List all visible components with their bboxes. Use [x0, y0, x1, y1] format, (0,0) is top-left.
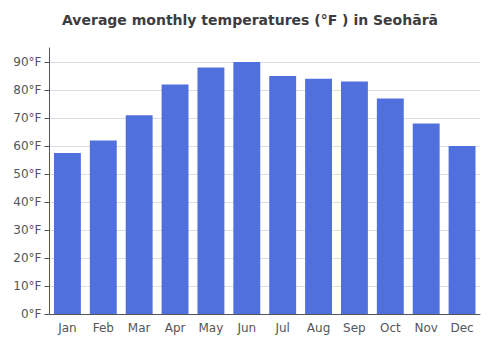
svg-text:Sep: Sep	[343, 321, 366, 335]
svg-text:Aug: Aug	[307, 321, 330, 335]
svg-text:Feb: Feb	[93, 321, 114, 335]
svg-text:May: May	[199, 321, 224, 335]
svg-text:70°F: 70°F	[13, 111, 41, 125]
svg-text:Jul: Jul	[274, 321, 289, 335]
svg-text:Average monthly temperatures (: Average monthly temperatures (°F ) in Se…	[62, 12, 438, 28]
svg-text:Dec: Dec	[450, 321, 473, 335]
svg-text:80°F: 80°F	[13, 83, 41, 97]
svg-text:Jan: Jan	[57, 321, 77, 335]
svg-text:30°F: 30°F	[13, 223, 41, 237]
svg-text:50°F: 50°F	[13, 167, 41, 181]
svg-text:Nov: Nov	[414, 321, 437, 335]
svg-text:Mar: Mar	[128, 321, 151, 335]
svg-text:Oct: Oct	[380, 321, 401, 335]
svg-text:Apr: Apr	[165, 321, 186, 335]
svg-text:90°F: 90°F	[13, 55, 41, 69]
svg-text:0°F: 0°F	[21, 307, 42, 321]
svg-text:60°F: 60°F	[13, 139, 41, 153]
svg-text:20°F: 20°F	[13, 251, 41, 265]
svg-text:Jun: Jun	[236, 321, 256, 335]
svg-text:40°F: 40°F	[13, 195, 41, 209]
svg-text:10°F: 10°F	[13, 279, 41, 293]
